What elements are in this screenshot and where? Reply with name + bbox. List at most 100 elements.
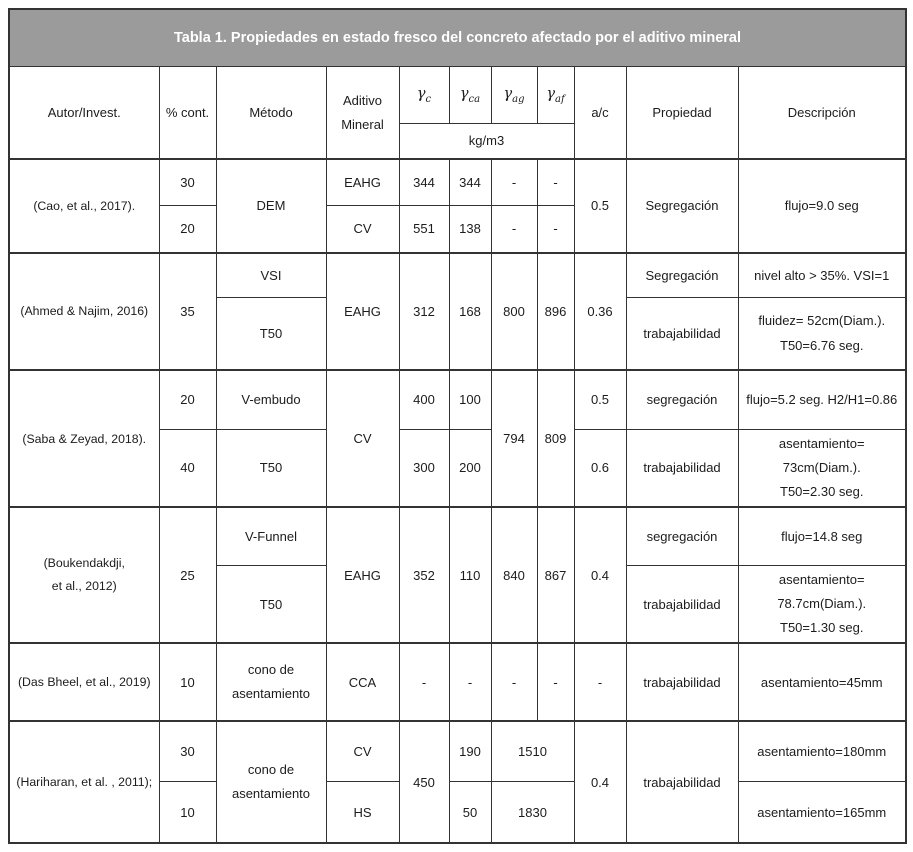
description-cell: asentamiento=45mm bbox=[737, 642, 907, 722]
method-cell: T50 bbox=[215, 429, 327, 508]
pct-cell: 10 bbox=[158, 642, 217, 722]
table-row: T50 trabajabilidad fluidez= 52cm(Diam.).… bbox=[9, 297, 907, 371]
header-gamma-ca: γca bbox=[448, 66, 492, 124]
gamma-ag-cell: 794 bbox=[490, 368, 538, 508]
description-cell: flujo=9.0 seg bbox=[737, 158, 907, 254]
wc-ratio-cell: 0.5 bbox=[573, 158, 627, 254]
description-cell: asentamiento= 78.7cm(Diam.). T50=1.30 se… bbox=[737, 565, 907, 644]
property-cell: segregación bbox=[625, 369, 739, 430]
gamma-c-cell: - bbox=[398, 642, 450, 722]
additive-cell: CCA bbox=[325, 642, 400, 722]
gamma-c-cell: 551 bbox=[398, 205, 450, 254]
author-cell: (Boukendakdji, et al., 2012) bbox=[8, 506, 160, 644]
table-row: (Boukendakdji, et al., 2012) 25 V-Funnel… bbox=[8, 506, 907, 644]
method-cell: cono de asentamiento bbox=[215, 720, 327, 844]
additive-cell: HS bbox=[325, 781, 400, 844]
pct-cell: 30 bbox=[158, 720, 217, 783]
gamma-af-cell: 809 bbox=[536, 368, 575, 508]
gamma-af-cell: - bbox=[536, 158, 575, 206]
gamma-ca-cell: 344 bbox=[448, 158, 492, 206]
gamma-af-cell: 867 bbox=[536, 506, 575, 644]
header-propiedad: Propiedad bbox=[625, 66, 739, 160]
additive-cell: EAHG bbox=[325, 252, 400, 371]
header-gamma-c: γc bbox=[398, 66, 450, 124]
gamma-ag-cell: 800 bbox=[490, 252, 538, 371]
description-cell: asentamiento= 73cm(Diam.). T50=2.30 seg. bbox=[737, 429, 907, 508]
gamma-ca-cell: 190 bbox=[448, 720, 492, 783]
description-cell: asentamiento=165mm bbox=[737, 781, 907, 844]
header-aditivo: Aditivo Mineral bbox=[325, 66, 400, 160]
wc-ratio-cell: 0.6 bbox=[573, 429, 627, 508]
method-cell: cono de asentamiento bbox=[215, 642, 327, 722]
table-title: Tabla 1. Propiedades en estado fresco de… bbox=[8, 8, 907, 67]
gamma-ca-cell: 200 bbox=[448, 429, 492, 508]
properties-table: Tabla 1. Propiedades en estado fresco de… bbox=[8, 8, 907, 845]
table-row: 40 T50 300 200 0.6 trabajabilidad asenta… bbox=[9, 429, 907, 508]
header-unit-row: kg/m3 bbox=[9, 123, 906, 160]
description-cell: flujo=5.2 seg. H2/H1=0.86 bbox=[737, 369, 907, 430]
gamma-af-cell: 896 bbox=[536, 252, 575, 371]
description-cell: nivel alto > 35%. VSI=1 bbox=[737, 252, 907, 298]
gamma-c-cell: 312 bbox=[398, 252, 450, 371]
table-row: T50 trabajabilidad asentamiento= 78.7cm(… bbox=[9, 565, 907, 644]
header-ac: a/c bbox=[573, 66, 627, 160]
gamma-af-cell: - bbox=[536, 642, 575, 722]
gamma-c-cell: 450 bbox=[398, 720, 450, 844]
pct-cell: 20 bbox=[158, 205, 217, 254]
property-cell: trabajabilidad bbox=[625, 720, 739, 844]
method-cell: T50 bbox=[215, 565, 327, 644]
description-cell: flujo=14.8 seg bbox=[737, 506, 907, 567]
gamma-c-cell: 344 bbox=[398, 158, 450, 206]
gamma-ca-cell: 100 bbox=[448, 369, 492, 430]
wc-ratio-cell: 0.4 bbox=[573, 506, 627, 644]
table-row: (Cao, et al., 2017). 30 DEM EAHG 344 344… bbox=[8, 158, 907, 254]
header-cont: % cont. bbox=[158, 66, 217, 160]
gamma-ca-cell: 138 bbox=[448, 205, 492, 254]
wc-ratio-cell: 0.5 bbox=[573, 369, 627, 430]
header-unit: kg/m3 bbox=[398, 123, 575, 160]
author-cell: (Das Bheel, et al., 2019) bbox=[8, 642, 160, 722]
header-gamma-ag: γag bbox=[490, 66, 538, 124]
method-cell: T50 bbox=[215, 297, 327, 371]
header-gamma-af: γaf bbox=[536, 66, 575, 124]
table-row: (Das Bheel, et al., 2019) 10 cono de ase… bbox=[8, 642, 907, 722]
additive-cell: EAHG bbox=[325, 158, 400, 206]
additive-cell: CV bbox=[325, 368, 400, 508]
gamma-ca-cell: 50 bbox=[448, 781, 492, 844]
table-row: (Hariharan, et al. , 2011); 30 cono de a… bbox=[8, 720, 907, 844]
gamma-af-cell: - bbox=[536, 205, 575, 254]
pct-cell: 20 bbox=[158, 369, 217, 430]
gamma-ag-cell: 840 bbox=[490, 506, 538, 644]
pct-cell: 30 bbox=[158, 158, 217, 206]
gamma-c-cell: 352 bbox=[398, 506, 450, 644]
table-title-row: Tabla 1. Propiedades en estado fresco de… bbox=[8, 8, 907, 67]
additive-cell: CV bbox=[325, 720, 400, 783]
gamma-ag-cell: - bbox=[490, 642, 538, 722]
gamma-ca-cell: - bbox=[448, 642, 492, 722]
description-cell: asentamiento=180mm bbox=[737, 720, 907, 783]
header-metodo: Método bbox=[215, 66, 327, 160]
gamma-c-cell: 300 bbox=[398, 429, 450, 508]
property-cell: Segregación bbox=[625, 252, 739, 298]
table-row: 20 CV 551 138 - - bbox=[9, 205, 906, 254]
author-cell: (Hariharan, et al. , 2011); bbox=[8, 720, 160, 844]
property-cell: trabajabilidad bbox=[625, 642, 739, 722]
author-cell: (Saba & Zeyad, 2018). bbox=[8, 368, 160, 508]
table-row: (Ahmed & Najim, 2016) 35 VSI EAHG 312 16… bbox=[8, 252, 907, 371]
property-cell: trabajabilidad bbox=[625, 565, 739, 644]
wc-ratio-cell: 0.36 bbox=[573, 252, 627, 371]
gamma-c-cell: 400 bbox=[398, 369, 450, 430]
table-row: (Saba & Zeyad, 2018). 20 V-embudo CV 400… bbox=[8, 368, 907, 508]
method-cell: V-Funnel bbox=[215, 506, 327, 567]
gamma-ag-cell: - bbox=[490, 158, 538, 206]
pct-cell: 25 bbox=[158, 506, 217, 644]
property-cell: segregación bbox=[625, 506, 739, 567]
description-cell: fluidez= 52cm(Diam.). T50=6.76 seg. bbox=[737, 297, 907, 371]
pct-cell: 10 bbox=[158, 781, 217, 844]
header-descripcion: Descripción bbox=[737, 66, 907, 160]
header-row: Autor/Invest. % cont. Método Aditivo Min… bbox=[8, 66, 907, 160]
gamma-ag-cell: - bbox=[490, 205, 538, 254]
gamma-ag-af-cell: 1830 bbox=[490, 781, 575, 844]
property-cell: trabajabilidad bbox=[625, 429, 739, 508]
author-cell: (Cao, et al., 2017). bbox=[8, 158, 160, 254]
